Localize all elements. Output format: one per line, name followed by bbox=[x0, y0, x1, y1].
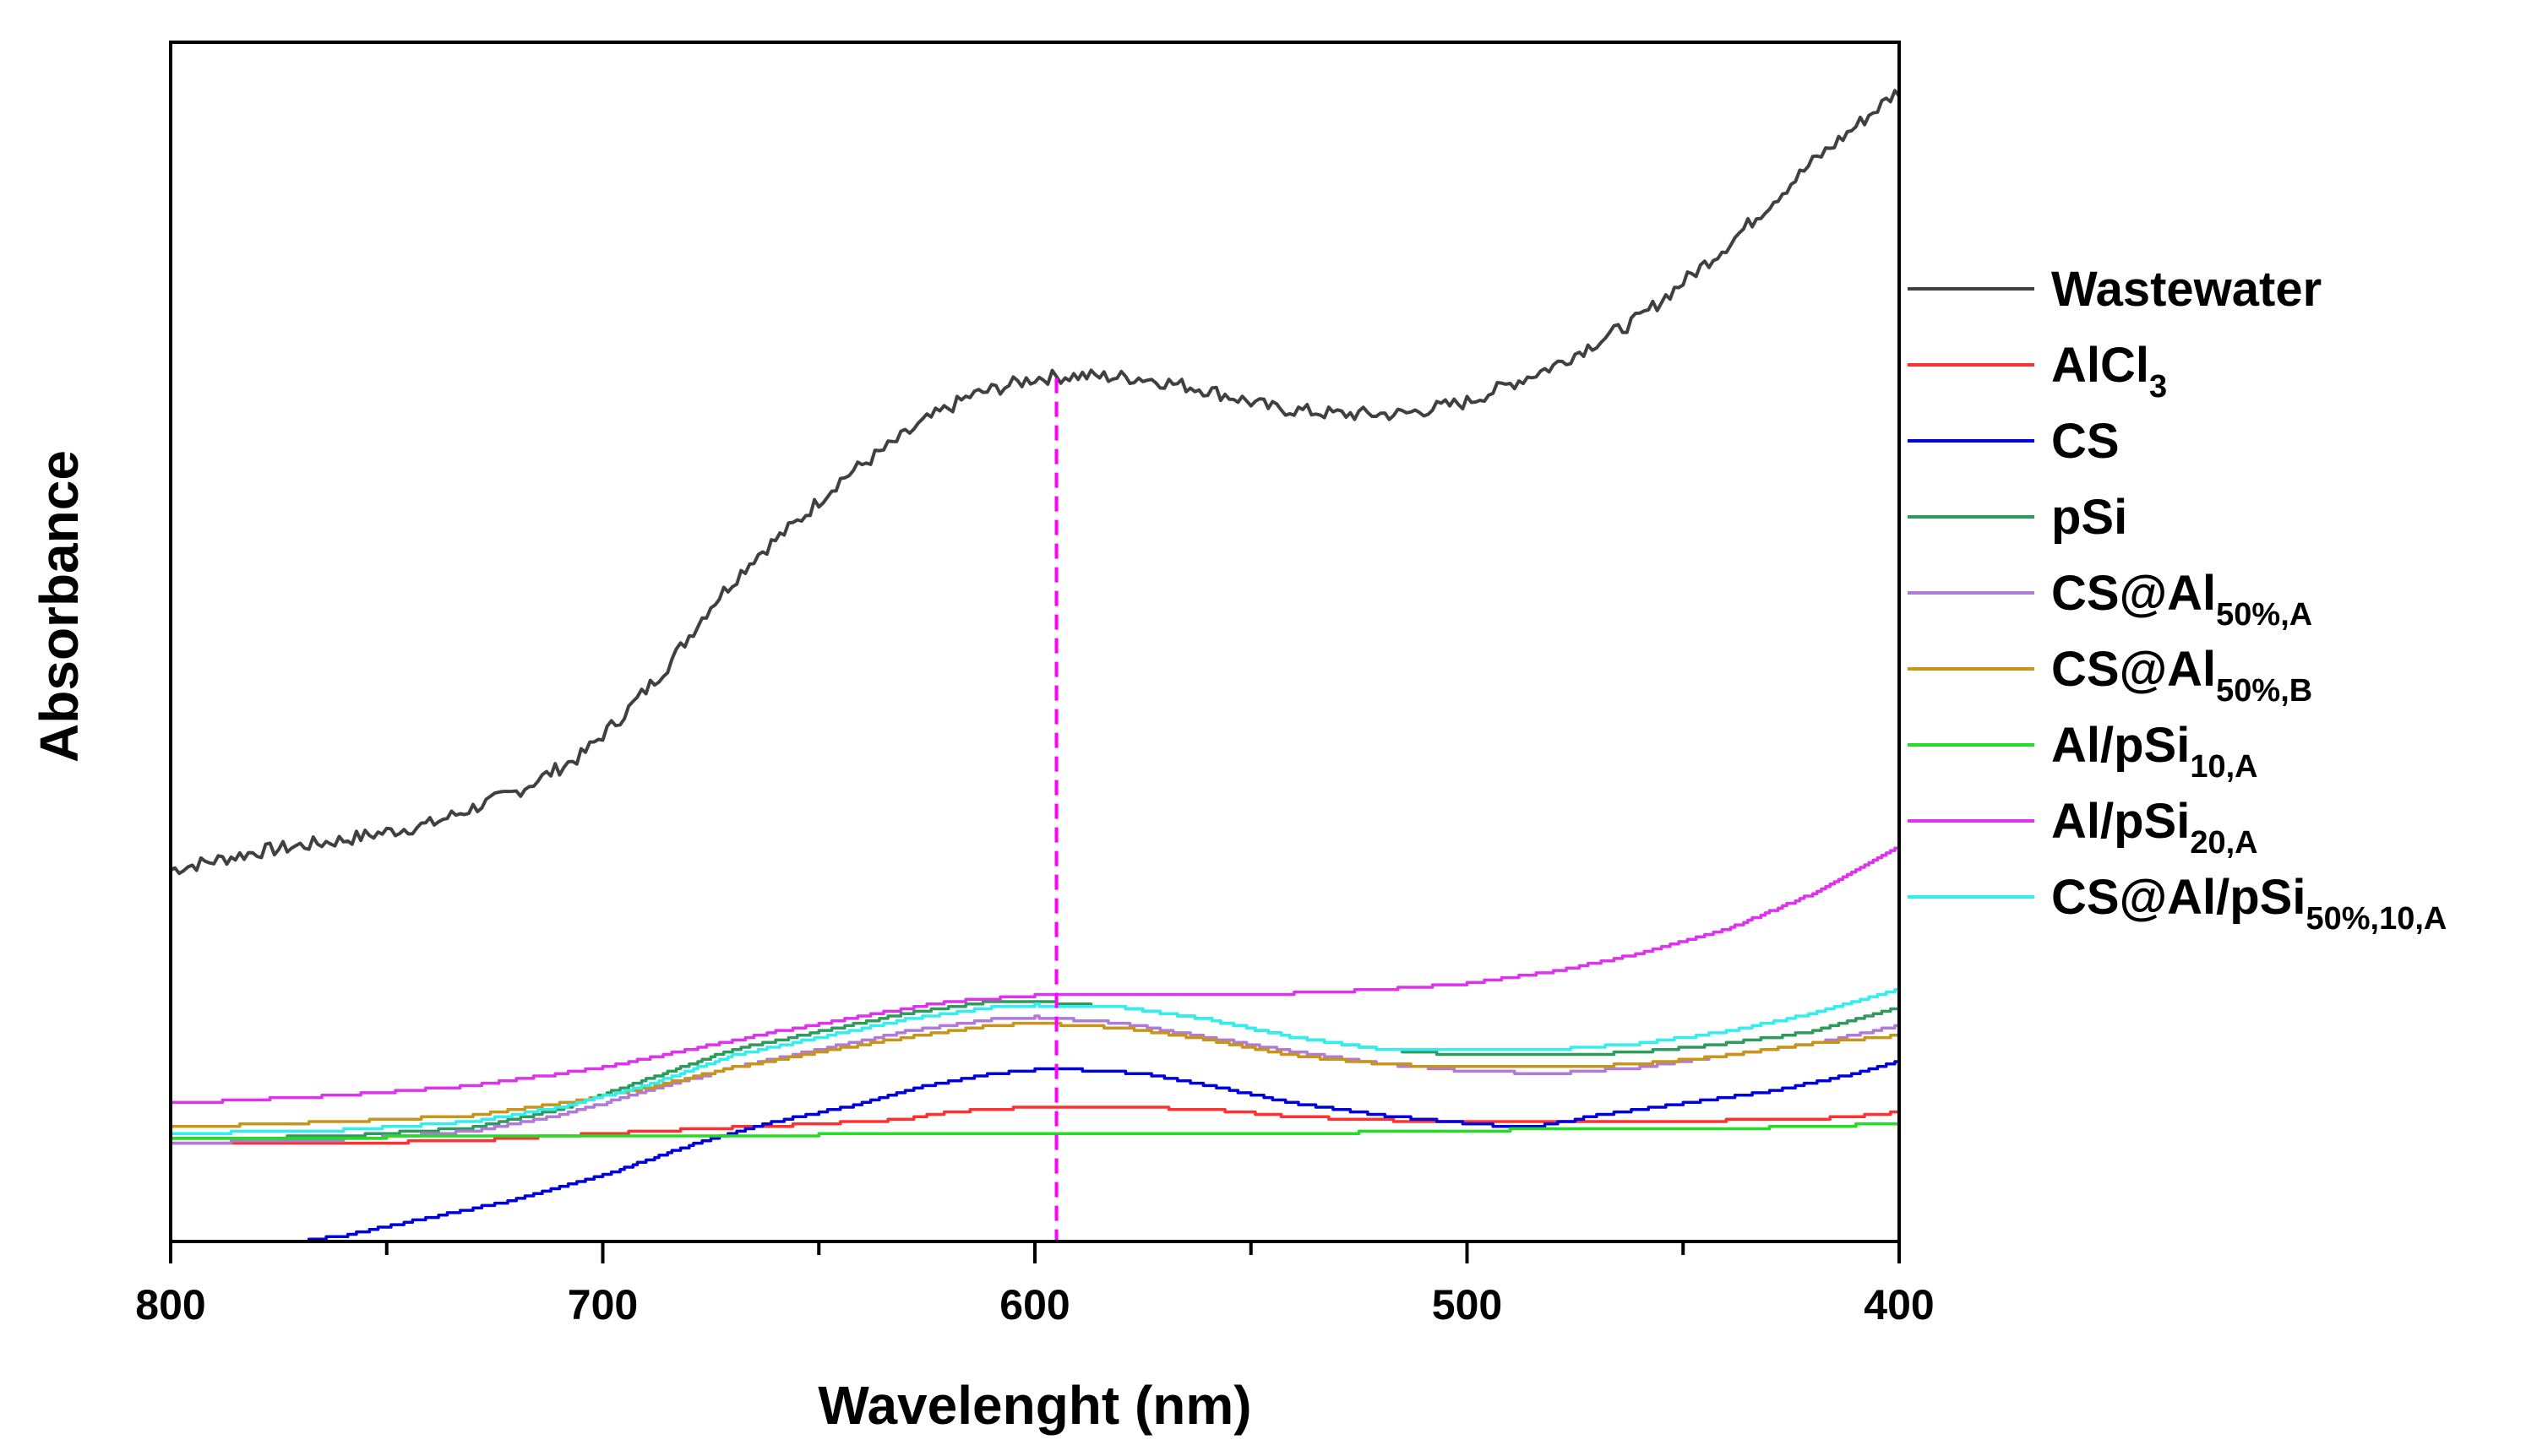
legend-label-5: CS@Al50%,B bbox=[2051, 642, 2312, 709]
legend-label-0: Wastewater bbox=[2051, 262, 2322, 317]
x-tick-label: 400 bbox=[1864, 1281, 1934, 1328]
series-layer bbox=[171, 89, 1899, 1241]
series-line-1 bbox=[171, 1106, 1899, 1145]
legend-label-2: CS bbox=[2051, 414, 2120, 469]
series-line-5 bbox=[171, 1021, 1899, 1128]
legend: Wastewater AlCl3 CS pSi CS@Al50%,A CS@Al50%,B… bbox=[1908, 262, 2447, 937]
x-tick-label: 500 bbox=[1432, 1281, 1502, 1328]
y-axis-title: Absorbance bbox=[29, 450, 90, 763]
x-axis-ticks: 800 700 600 500 400 bbox=[135, 1241, 1935, 1328]
series-line-6 bbox=[171, 1122, 1899, 1140]
series-line-3 bbox=[171, 1000, 1899, 1140]
legend-label-4: CS@Al50%,A bbox=[2051, 566, 2312, 633]
legend-label-6: Al/pSi10,A bbox=[2051, 718, 2258, 785]
legend-label-1: AlCl3 bbox=[2051, 338, 2167, 405]
series-line-4 bbox=[171, 1014, 1899, 1145]
x-axis-title: Wavelenght (nm) bbox=[818, 1375, 1251, 1436]
legend-label-8: CS@Al/pSi50%,10,A bbox=[2051, 870, 2447, 937]
x-tick-label: 800 bbox=[135, 1281, 205, 1328]
legend-label-3: pSi bbox=[2051, 490, 2127, 545]
series-line-2 bbox=[290, 1060, 1899, 1241]
x-tick-label: 600 bbox=[999, 1281, 1070, 1328]
series-line-7 bbox=[171, 845, 1899, 1105]
series-line-8 bbox=[171, 988, 1899, 1135]
series-line-0 bbox=[171, 89, 1899, 876]
x-tick-label: 700 bbox=[568, 1281, 638, 1328]
legend-label-7: Al/pSi20,A bbox=[2051, 794, 2258, 861]
